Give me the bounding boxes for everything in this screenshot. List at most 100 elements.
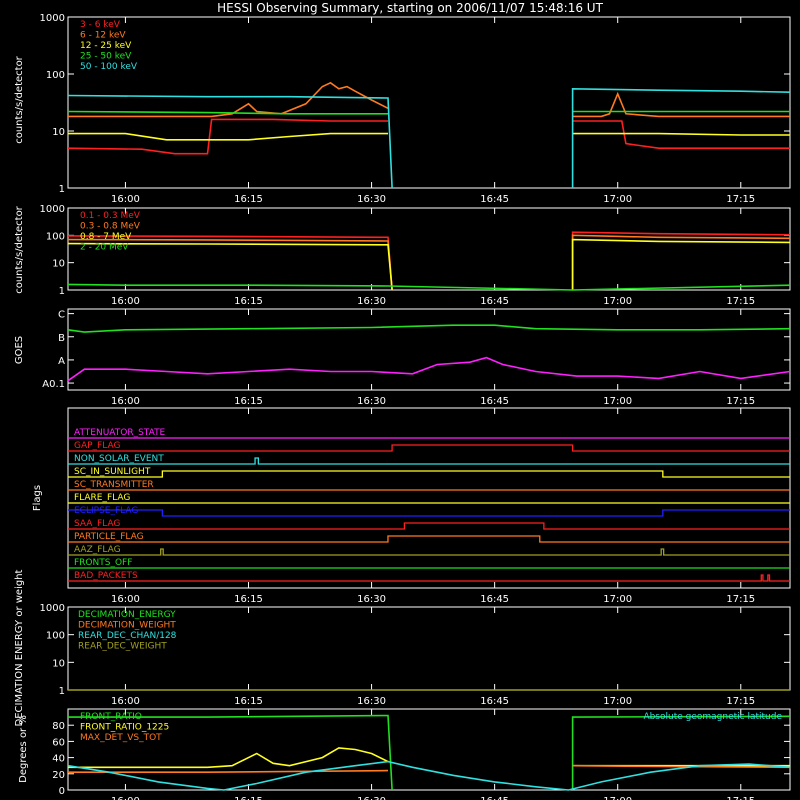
x-tick-label: 16:15 [234,796,263,800]
legend-entry: DECIMATION_WEIGHT [78,621,176,631]
series-line [67,118,388,155]
x-tick-label: 16:15 [234,296,263,307]
x-tick-label: 17:15 [726,194,755,205]
flag-label: ATTENUATOR_STATE [74,428,166,438]
x-tick-label: 16:45 [480,696,509,707]
legend-entry: DECIMATION_ENERGY [78,610,176,620]
y-tick-label: C [58,310,65,321]
legend-entry: 0.3 - 0.8 MeV [80,222,141,232]
y-tick-label: 100 [46,231,65,242]
panel-decimation: 16:00 16:15 16:30 16:45 17:00 17:15 1 10 100 1000… [14,569,791,726]
flag-label: PARTICLE_FLAG [74,532,144,542]
x-tick-label: 16:00 [111,296,140,307]
flag-label: SAA_FLAG [74,519,120,529]
flag-line-particle-flag [68,535,790,543]
panel-flags: 16:00 16:15 16:30 16:45 17:00 17:15 Flags ATTEN… [32,407,791,605]
series-line [67,94,393,189]
series-line-segment-2 [572,120,790,149]
axes-frame [67,207,791,291]
legend-entry: 12 - 25 keV [80,41,132,51]
series-line [67,760,791,791]
series-line-segment-2 [571,87,791,188]
series-line-segment-2 [571,238,791,290]
y-tick-label: 10 [52,259,65,270]
x-tick-label: 16:00 [111,796,140,800]
x-tick-label: 16:45 [480,396,509,407]
y-tick-label: 60 [52,737,65,748]
y-tick-label: A0.1 [42,379,65,390]
flag-line-eclipse-flag [68,509,790,517]
y-tick-label: B [58,333,65,344]
legend-entry: 6 - 12 keV [80,31,126,41]
legend-entry: REAR_DEC_WEIGHT [78,642,167,652]
x-tick-label: 16:00 [111,696,140,707]
y-tick-label: 20 [52,770,65,781]
y-tick-label: 100 [46,631,65,642]
legend-entry: 25 - 50 keV [80,52,132,62]
x-tick-label: 16:00 [111,396,140,407]
flag-line-aaz-flag [68,548,790,556]
y-axis-label: Degrees or % [18,715,29,783]
x-tick-label: 17:15 [726,796,755,800]
x-tick-label: 17:00 [603,194,632,205]
legend-entry: 50 - 100 keV [80,62,138,72]
series-line [68,747,389,769]
series-line [67,242,393,291]
flag-label: FRONTS_OFF [74,558,132,568]
panels-container: 16:00 16:15 16:30 16:45 17:00 17:151101001000… [14,13,791,800]
x-tick-label: 16:30 [357,396,386,407]
x-tick-label: 17:00 [603,796,632,800]
y-tick-label: 1000 [40,13,65,24]
panel-lightcurve: 16:00 16:15 16:30 16:45 17:00 17:15 1 10 100 1000… [14,13,791,205]
series-line-segment-2 [572,91,790,118]
flag-line-saa-flag [68,522,790,530]
x-tick-label: 16:00 [111,194,140,205]
legend-entry: 0.1 - 0.3 MeV [80,211,141,221]
flag-line-sc-in-sunlight [68,470,790,478]
legend-entry: MAX_DET_VS_TOT [80,733,162,743]
series-line [67,356,791,382]
x-tick-label: 17:15 [726,396,755,407]
series-line-segment-2 [572,764,791,769]
legend-entry: 2 - 20 MeV [80,243,129,253]
y-tick-label: 0 [59,786,65,797]
legend-entry: 3 - 6 keV [80,20,121,30]
series-line [68,81,389,118]
y-axis-label: Flags [32,485,43,511]
y-axis-label: counts/s/detector [14,55,25,143]
x-tick-label: 16:30 [357,194,386,205]
x-tick-label: 16:15 [234,696,263,707]
x-tick-label: 17:00 [603,296,632,307]
annotation-label: Absolute geomagnetic latitude [643,712,782,722]
x-tick-label: 17:00 [603,594,632,605]
y-tick-label: 80 [52,721,65,732]
x-tick-label: 16:30 [357,796,386,800]
figure-title: HESSI Observing Summary, starting on 200… [217,1,603,15]
panel-high_energy: 16:00 16:15 16:30 16:45 17:00 17:15 1 10 100 1000… [14,204,791,307]
x-tick-label: 17:15 [726,696,755,707]
x-tick-label: 16:15 [234,194,263,205]
legend-entry: REAR_DEC_CHAN/128 [78,631,177,641]
flag-label: AAZ_FLAG [74,545,121,555]
x-tick-label: 17:15 [726,296,755,307]
flag-label: SC_TRANSMITTER [74,480,154,490]
flag-line-gap-flag [68,444,790,452]
x-tick-label: 16:30 [357,296,386,307]
panel-ratios: 16:00 16:15 16:30 16:45 17:00 17:15 0 20 40 60 80 D… [18,708,791,800]
legend-entry: 0.8 - 7 MeV [80,232,132,242]
series-line [67,324,791,333]
x-tick-label: 17:15 [726,594,755,605]
flag-label: ECLIPSE_FLAG [74,506,138,516]
legend-entry: FRONT_RATIO_1225 [80,723,169,733]
series-line-segment-2 [572,132,790,136]
flag-line-bad-packets [68,574,790,582]
y-axis-label: counts/s/detector [14,205,25,293]
x-tick-label: 16:15 [234,396,263,407]
x-tick-label: 16:30 [357,594,386,605]
x-tick-label: 16:15 [234,594,263,605]
series-line [67,283,791,291]
series-line [68,769,389,773]
y-tick-label: 1 [59,686,65,697]
x-tick-label: 16:45 [480,796,509,800]
y-tick-label: 1000 [40,204,65,215]
